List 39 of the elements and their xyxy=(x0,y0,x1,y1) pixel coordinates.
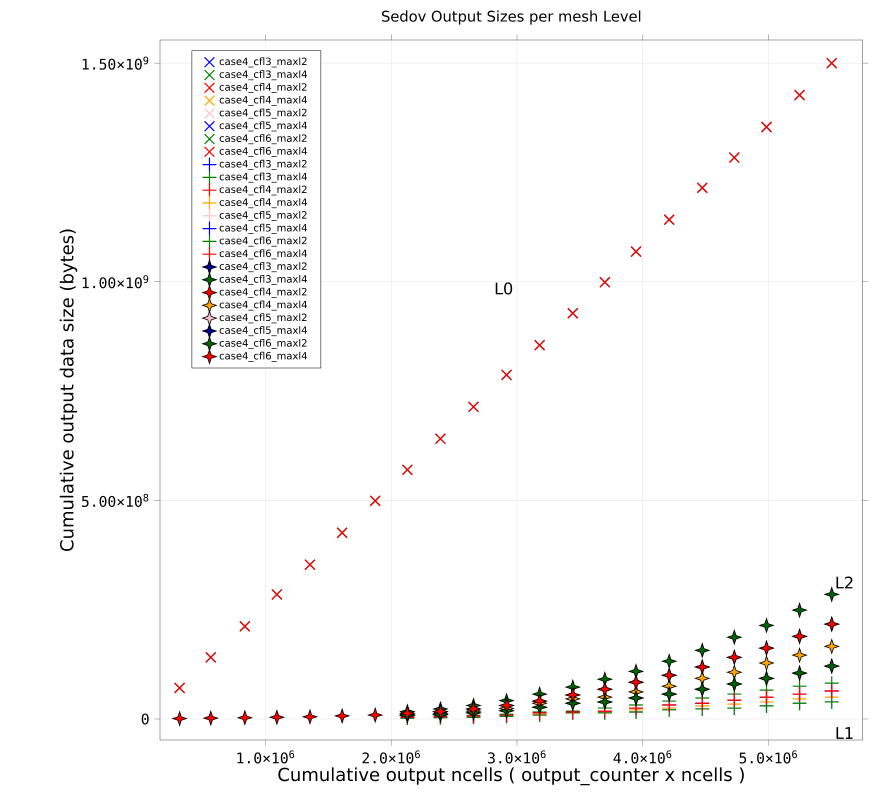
legend-label: case4_cfl6_maxl4 xyxy=(220,249,307,260)
x-tick-label: 2.0×10$^{6}$ xyxy=(362,750,420,764)
legend-label: case4_cfl6_maxl4 xyxy=(220,147,307,157)
x-tick-label: 4.0×10$^{6}$ xyxy=(614,750,672,764)
x-tick-label: 3.0×10$^{6}$ xyxy=(488,750,546,764)
legend-label: case4_cfl3_maxl4 xyxy=(220,274,307,285)
annotation: L2 xyxy=(836,576,852,588)
legend-label: case4_cfl6_maxl4 xyxy=(220,352,307,362)
legend-label: case4_cfl3_maxl4 xyxy=(220,172,307,183)
legend-label: case4_cfl3_maxl2 xyxy=(220,57,307,68)
y-tick-label: 0 xyxy=(142,713,149,725)
legend-label: case4_cfl6_maxl2 xyxy=(220,338,307,349)
legend-label: case4_cfl6_maxl2 xyxy=(220,134,307,144)
legend-label: case4_cfl5_maxl2 xyxy=(220,211,307,221)
legend-label: case4_cfl5_maxl4 xyxy=(220,326,307,336)
chart-title: Sedov Output Sizes per mesh Level xyxy=(382,10,640,25)
legend-label: case4_cfl4_maxl2 xyxy=(220,288,307,298)
x-axis-title: Cumulative output ncells ( output_counter x ncells ) xyxy=(278,767,744,786)
x-tick-label: 5.0×10$^{6}$ xyxy=(740,750,797,764)
legend-label: case4_cfl4_maxl4 xyxy=(220,198,307,208)
legend-label: case4_cfl4_maxl2 xyxy=(220,83,307,93)
legend-label: case4_cfl4_maxl4 xyxy=(220,300,307,311)
y-axis-title: Cumulative output data size (bytes) xyxy=(60,229,78,552)
x-tick-label: 1.0×10$^{6}$ xyxy=(237,750,294,764)
legend-label: case4_cfl4_maxl4 xyxy=(220,96,307,106)
y-tick-label: 1.00×10$^{9}$ xyxy=(82,275,148,288)
legend-label: case4_cfl3_maxl2 xyxy=(220,160,307,170)
legend-label: case4_cfl5_maxl4 xyxy=(220,121,307,132)
y-tick-label: 1.50×10$^{9}$ xyxy=(82,56,148,70)
annotation: L0 xyxy=(496,282,512,295)
legend-label: case4_cfl3_maxl2 xyxy=(220,262,307,272)
legend-label: case4_cfl3_maxl4 xyxy=(220,70,307,80)
legend-label: case4_cfl5_maxl2 xyxy=(220,313,307,324)
legend-label: case4_cfl6_maxl2 xyxy=(220,236,307,247)
annotation: L1 xyxy=(836,727,853,739)
legend-label: case4_cfl4_maxl2 xyxy=(220,185,307,196)
legend-label: case4_cfl5_maxl2 xyxy=(220,108,307,119)
legend-label: case4_cfl5_maxl4 xyxy=(220,224,307,234)
y-tick-label: 5.00×10$^{8}$ xyxy=(82,494,148,507)
